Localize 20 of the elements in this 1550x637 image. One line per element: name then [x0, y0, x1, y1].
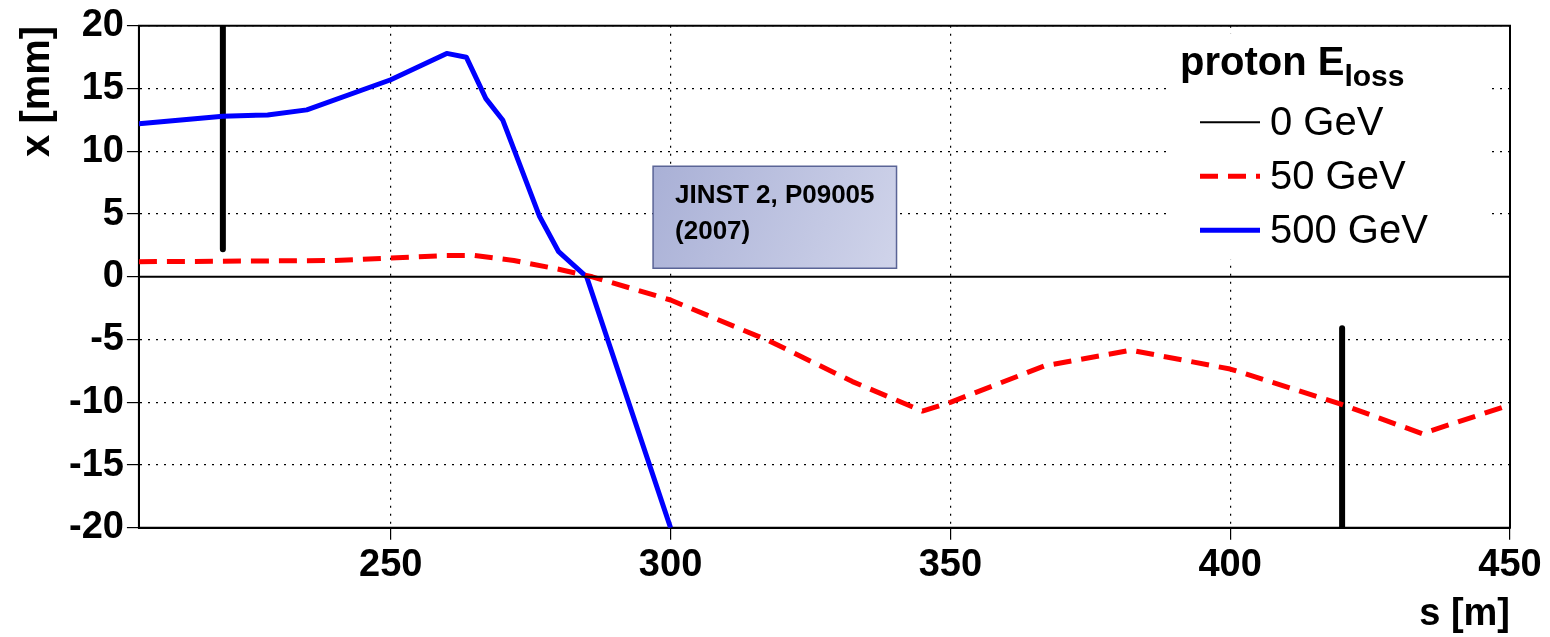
x-tick-label: 350 — [918, 542, 983, 585]
y-tick-label: 15 — [81, 65, 124, 108]
y-tick-label: 5 — [102, 190, 124, 233]
annotation: JINST 2, P09005 (2007) — [675, 178, 875, 245]
x-axis-title: s [m] — [1419, 590, 1510, 633]
legend-label: 0 GeV — [1270, 99, 1384, 144]
y-tick-label: 0 — [102, 253, 124, 296]
y-tick-label: 20 — [81, 2, 124, 45]
y-tick-label: -20 — [69, 504, 124, 547]
y-axis-title: x [mm] — [13, 25, 58, 157]
legend-label: 500 GeV — [1270, 207, 1429, 252]
y-tick-label: -10 — [69, 378, 124, 421]
y-tick-label: -5 — [90, 316, 124, 359]
y-tick-label: 10 — [81, 127, 124, 170]
x-tick-label: 250 — [359, 542, 423, 585]
legend-label: 50 GeV — [1270, 153, 1406, 198]
x-tick-label: 300 — [638, 542, 703, 585]
y-tick-label: -15 — [69, 441, 124, 484]
x-tick-label: 450 — [1478, 542, 1542, 585]
x-tick-label: 400 — [1198, 542, 1262, 585]
